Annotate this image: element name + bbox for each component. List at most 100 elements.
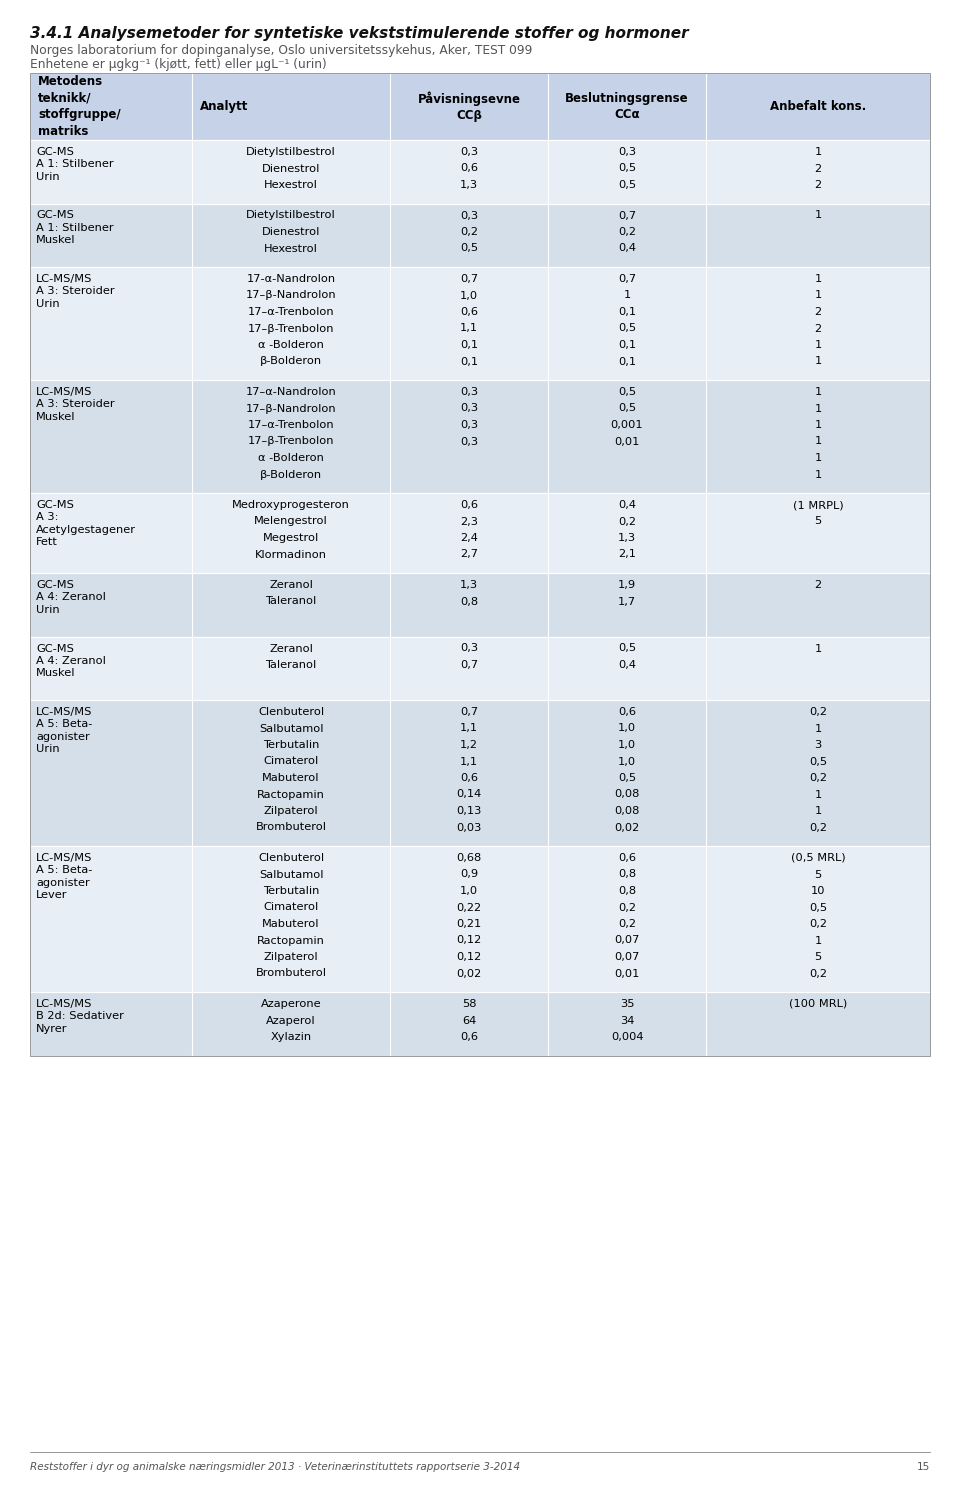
Text: 0,2: 0,2	[618, 920, 636, 929]
Text: 0,6: 0,6	[460, 307, 478, 317]
Text: 0,2: 0,2	[618, 516, 636, 527]
Text: 0,1: 0,1	[460, 339, 478, 350]
Text: Taleranol: Taleranol	[265, 597, 317, 607]
Text: 0,7: 0,7	[460, 707, 478, 717]
Text: 0,21: 0,21	[456, 920, 482, 929]
Text: 0,3: 0,3	[460, 420, 478, 430]
Text: 1,0: 1,0	[460, 885, 478, 896]
Text: Azaperol: Azaperol	[266, 1015, 316, 1025]
Text: Terbutalin: Terbutalin	[263, 740, 319, 750]
Bar	[30, 847, 930, 992]
Text: Dienestrol: Dienestrol	[262, 164, 321, 174]
Text: 0,5: 0,5	[618, 772, 636, 783]
Text: 0,2: 0,2	[618, 228, 636, 237]
Text: 2,4: 2,4	[460, 533, 478, 543]
Text: 0,7: 0,7	[460, 274, 478, 284]
Text: 1,1: 1,1	[460, 756, 478, 766]
Text: GC-MS
A 4: Zeranol
Muskel: GC-MS A 4: Zeranol Muskel	[36, 643, 106, 679]
Text: Zilpaterol: Zilpaterol	[264, 952, 319, 963]
Text: 0,13: 0,13	[456, 806, 482, 815]
Text: 15: 15	[917, 1463, 930, 1472]
Text: Melengestrol: Melengestrol	[254, 516, 328, 527]
Text: Reststoffer i dyr og animalske næringsmidler 2013 · Veterinærinstituttets rappor: Reststoffer i dyr og animalske næringsmi…	[30, 1463, 520, 1472]
Text: 0,5: 0,5	[618, 180, 636, 190]
Text: Salbutamol: Salbutamol	[259, 869, 324, 879]
Text: LC-MS/MS
A 3: Steroider
Urin: LC-MS/MS A 3: Steroider Urin	[36, 274, 114, 310]
Text: 2,3: 2,3	[460, 516, 478, 527]
Text: 17–α-Trenbolon: 17–α-Trenbolon	[248, 307, 334, 317]
Text: α -Bolderon: α -Bolderon	[258, 339, 324, 350]
Text: 0,3: 0,3	[460, 403, 478, 414]
Text: LC-MS/MS
A 3: Steroider
Muskel: LC-MS/MS A 3: Steroider Muskel	[36, 387, 114, 421]
Text: Clenbuterol: Clenbuterol	[258, 707, 324, 717]
Text: 1: 1	[814, 643, 822, 653]
Text: 17-α-Nandrolon: 17-α-Nandrolon	[247, 274, 336, 284]
Bar	[30, 637, 930, 699]
Text: 0,2: 0,2	[618, 903, 636, 912]
Text: 0,08: 0,08	[614, 806, 639, 815]
Text: 0,68: 0,68	[456, 853, 482, 863]
Text: 35: 35	[620, 998, 635, 1009]
Text: Enhetene er μgkg⁻¹ (kjøtt, fett) eller μgL⁻¹ (urin): Enhetene er μgkg⁻¹ (kjøtt, fett) eller μ…	[30, 58, 326, 71]
Text: 1,0: 1,0	[618, 723, 636, 734]
Text: 0,8: 0,8	[618, 885, 636, 896]
Text: 0,6: 0,6	[618, 853, 636, 863]
Text: Megestrol: Megestrol	[263, 533, 319, 543]
Text: 0,01: 0,01	[614, 436, 639, 446]
Text: Dietylstilbestrol: Dietylstilbestrol	[246, 147, 336, 158]
Text: Cimaterol: Cimaterol	[263, 903, 319, 912]
Text: Ractopamin: Ractopamin	[257, 936, 324, 945]
Bar	[30, 992, 930, 1055]
Text: 0,6: 0,6	[460, 500, 478, 510]
Text: 17–α-Trenbolon: 17–α-Trenbolon	[248, 420, 334, 430]
Text: Brombuterol: Brombuterol	[255, 823, 326, 832]
Text: 0,07: 0,07	[614, 952, 639, 963]
Bar	[30, 573, 930, 637]
Text: 1: 1	[623, 290, 631, 301]
Text: GC-MS
A 1: Stilbener
Urin: GC-MS A 1: Stilbener Urin	[36, 147, 113, 182]
Text: Taleranol: Taleranol	[265, 661, 317, 670]
Text: β-Bolderon: β-Bolderon	[260, 470, 322, 479]
Text: Brombuterol: Brombuterol	[255, 969, 326, 979]
Text: 0,6: 0,6	[460, 164, 478, 174]
Text: Påvisningsevne
CCβ: Påvisningsevne CCβ	[418, 91, 520, 122]
Text: 0,7: 0,7	[460, 661, 478, 670]
Text: 2: 2	[814, 323, 822, 333]
Text: 0,3: 0,3	[618, 147, 636, 158]
Text: 1: 1	[814, 806, 822, 815]
Text: 0,001: 0,001	[611, 420, 643, 430]
Text: 0,4: 0,4	[618, 244, 636, 253]
Text: 0,12: 0,12	[456, 936, 482, 945]
Text: Analytt: Analytt	[200, 100, 249, 113]
Text: 0,004: 0,004	[611, 1033, 643, 1042]
Text: 0,3: 0,3	[460, 436, 478, 446]
Text: Terbutalin: Terbutalin	[263, 885, 319, 896]
Text: 1: 1	[814, 470, 822, 479]
Text: 17–α-Nandrolon: 17–α-Nandrolon	[246, 387, 336, 397]
Text: β-Bolderon: β-Bolderon	[260, 357, 322, 366]
Text: 64: 64	[462, 1015, 476, 1025]
Text: 2,7: 2,7	[460, 549, 478, 559]
Text: 0,02: 0,02	[456, 969, 482, 979]
Text: 0,8: 0,8	[618, 869, 636, 879]
Text: Ractopamin: Ractopamin	[257, 790, 324, 799]
Text: 1: 1	[814, 790, 822, 799]
Text: 0,01: 0,01	[614, 969, 639, 979]
Text: 1,3: 1,3	[460, 180, 478, 190]
Text: Xylazin: Xylazin	[271, 1033, 312, 1042]
Text: 0,5: 0,5	[618, 164, 636, 174]
Text: Mabuterol: Mabuterol	[262, 772, 320, 783]
Text: 2: 2	[814, 580, 822, 591]
Text: 0,2: 0,2	[809, 772, 827, 783]
Text: Cimaterol: Cimaterol	[263, 756, 319, 766]
Text: 0,5: 0,5	[618, 387, 636, 397]
Text: α -Bolderon: α -Bolderon	[258, 452, 324, 463]
Text: 1: 1	[814, 420, 822, 430]
Text: Hexestrol: Hexestrol	[264, 180, 318, 190]
Text: 0,4: 0,4	[618, 500, 636, 510]
Text: 2: 2	[814, 180, 822, 190]
Text: 1: 1	[814, 452, 822, 463]
Bar	[30, 204, 930, 266]
Text: (1 MRPL): (1 MRPL)	[793, 500, 843, 510]
Text: 17–β-Trenbolon: 17–β-Trenbolon	[248, 323, 334, 333]
